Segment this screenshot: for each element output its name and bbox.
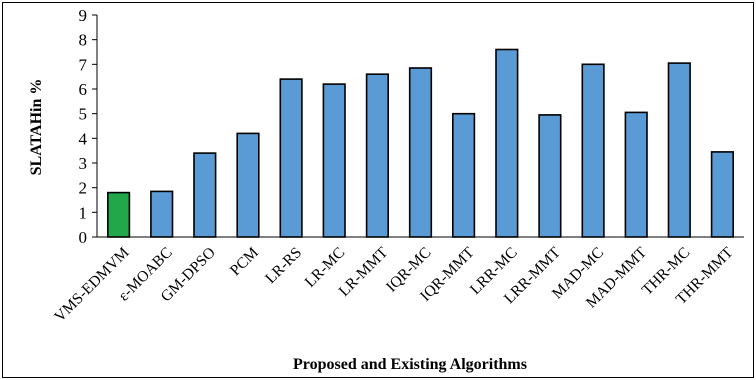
bar-lr-rs xyxy=(279,78,303,238)
y-tick-label: 5 xyxy=(79,105,88,124)
y-tick-label: 9 xyxy=(79,6,88,25)
bar-lr-mmt xyxy=(365,73,390,238)
bar-thr-mmt xyxy=(710,151,734,238)
bar-mad-mc xyxy=(581,63,605,238)
bar-iqr-mc xyxy=(408,67,433,238)
bar-lrr-mmt xyxy=(538,114,562,238)
y-tick-label: 6 xyxy=(79,80,88,99)
bar-gm-dpso xyxy=(193,152,217,238)
y-axis-title: SLATAHin % xyxy=(28,79,45,176)
x-tick-label: VMS-EDMVM xyxy=(51,244,133,326)
bar-vms-edmvm xyxy=(107,191,131,238)
bar-lrr-mc xyxy=(495,48,519,238)
chart-bars xyxy=(107,48,734,238)
y-tick-label: 4 xyxy=(79,129,88,148)
bar--moabc xyxy=(150,190,174,238)
y-tick-label: 7 xyxy=(79,55,88,74)
x-axis-title: Proposed and Existing Algorithms xyxy=(293,356,527,373)
y-tick-labels: 0 1 2 3 4 5 6 7 8 9 xyxy=(79,6,88,247)
x-tick-label: LR-RS xyxy=(262,244,305,287)
y-tick-label: 8 xyxy=(79,31,88,50)
y-tick-label: 1 xyxy=(79,203,88,222)
x-tick-label: PCM xyxy=(227,244,262,279)
bar-iqr-mmt xyxy=(451,112,476,238)
bar-thr-mc xyxy=(667,62,691,238)
bar-pcm xyxy=(236,132,260,238)
bar-lr-mc xyxy=(322,83,346,238)
y-tick-label: 3 xyxy=(79,154,88,173)
bar-mad-mmt xyxy=(624,111,648,238)
y-tick-label: 2 xyxy=(79,179,88,198)
y-tick-label: 0 xyxy=(79,228,88,247)
